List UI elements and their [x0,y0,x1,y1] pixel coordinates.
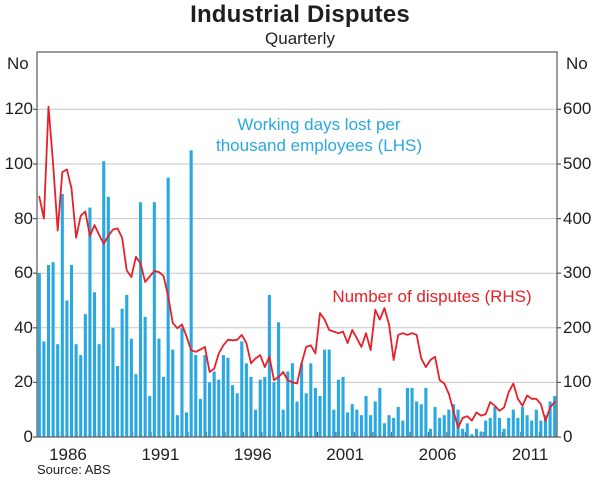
left-axis-tick-label: 120 [4,99,33,119]
chart-title: Industrial Disputes [190,1,410,28]
source-note: Source: ABS [37,462,111,477]
bar-series-annotation-line1: Working days lost per [237,115,401,134]
left-axis-tick-label: 60 [14,263,33,283]
line-series-annotation: Number of disputes (RHS) [332,287,532,306]
right-axis-tick-label: 200 [563,317,592,337]
left-axis-tick-label: 20 [14,372,33,392]
x-axis-year-label: 1991 [141,445,180,464]
right-axis-tick-label: 400 [563,208,592,228]
left-axis-unit-label: No [7,54,29,73]
x-axis-year-label: 2001 [326,445,365,464]
right-axis-tick-label: 600 [563,99,592,119]
right-axis-tick-label: 100 [563,372,592,392]
x-axis-year-label: 2006 [418,445,457,464]
left-axis-tick-label: 40 [14,317,33,337]
right-axis-tick-label: 0 [563,427,573,446]
right-axis-unit-label: No [566,54,588,73]
bar-series-annotation-line2: thousand employees (LHS) [215,136,423,155]
left-axis-tick-label: 80 [14,208,33,228]
x-axis-year-label: 1996 [233,445,272,464]
chart-subtitle: Quarterly [265,29,335,48]
left-axis-tick-label: 0 [23,427,33,446]
x-axis-year-label: 2011 [511,445,549,464]
right-axis-tick-label: 300 [563,263,592,283]
bar-series-annotation: Working days lost per thousand employees… [216,114,422,156]
left-axis-tick-label: 100 [4,153,33,173]
x-axis-year-label: 1986 [49,445,87,464]
right-axis-tick-label: 500 [563,153,592,173]
